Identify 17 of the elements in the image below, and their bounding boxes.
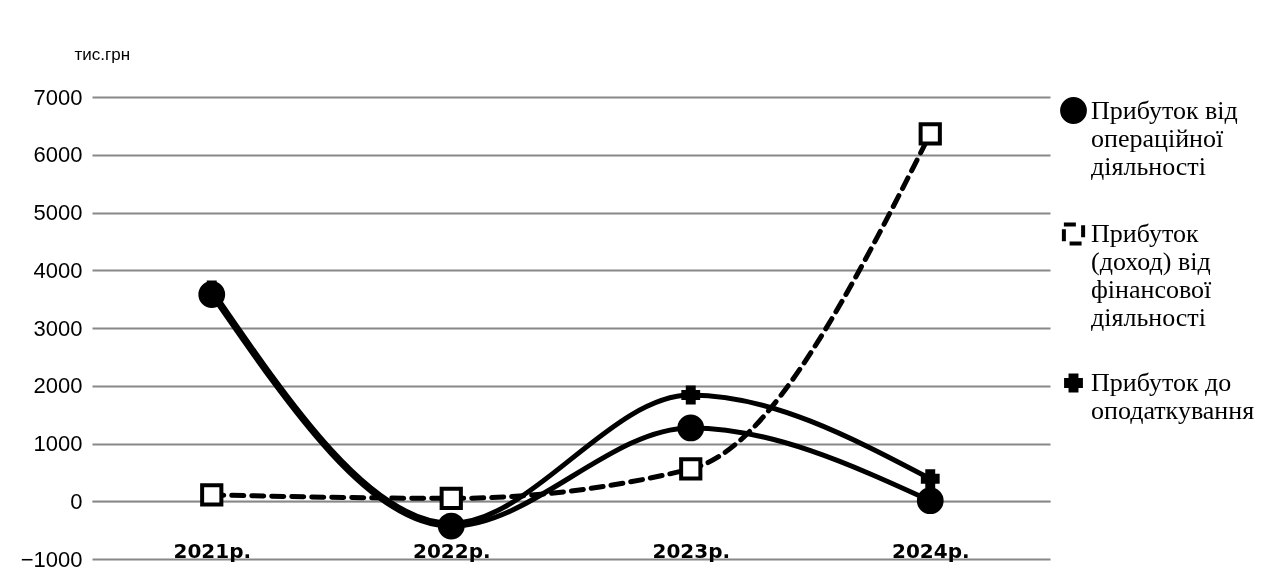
- x-tick-label: 2024р.: [891, 538, 970, 563]
- x-tick-label: 2022р.: [412, 538, 491, 563]
- legend-label: Прибуток від операційної діяльності: [1091, 95, 1238, 181]
- y-tick-label: 0: [70, 488, 83, 514]
- x-tick-label: 2021р.: [173, 538, 252, 563]
- y-tick-label: 7000: [33, 84, 83, 110]
- y-axis-title: тис.грн: [74, 44, 131, 64]
- legend-label: Прибуток (доход) від фінансової діяльності: [1091, 219, 1213, 332]
- y-tick-label: 4000: [33, 257, 83, 283]
- y-tick-label: 5000: [33, 200, 83, 225]
- y-tick-label: 3000: [33, 315, 83, 341]
- x-tick-label: 2023р.: [652, 538, 731, 563]
- y-tick-label: 1000: [33, 431, 83, 456]
- y-tick-label: −1000: [20, 546, 83, 572]
- y-tick-label: 6000: [33, 142, 83, 168]
- y-tick-label: 2000: [33, 373, 83, 399]
- legend-label: Прибуток до оподаткування: [1091, 368, 1255, 425]
